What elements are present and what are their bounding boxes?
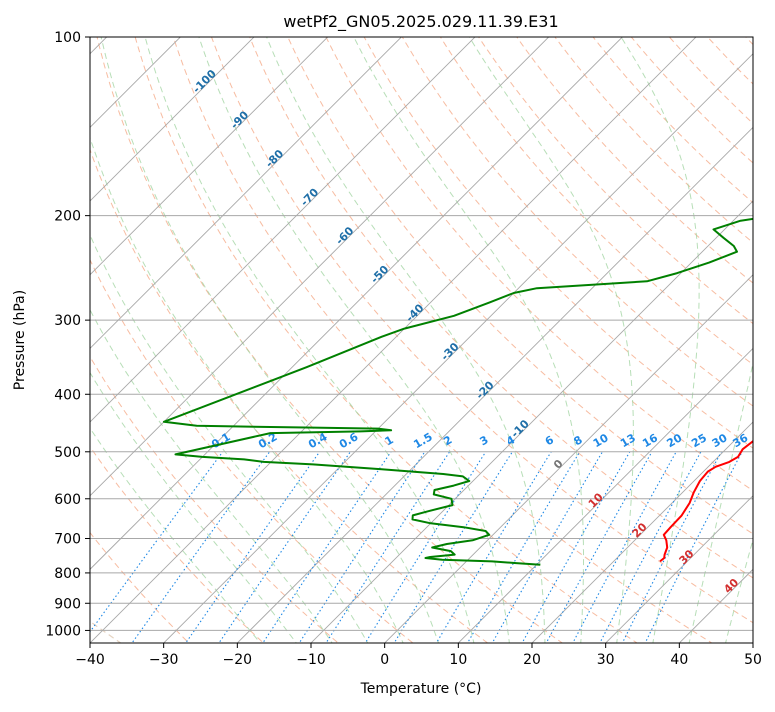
mixing-ratio-label: 1	[383, 433, 396, 448]
mixing-ratio-line	[540, 452, 652, 655]
dry-adiabat	[0, 24, 352, 655]
axes: −40 −30 −20 −10 0 10 20 30 40 50 1000 900 800 700 600 5…	[45, 30, 762, 668]
mixing-ratio-label: 1.5	[411, 430, 434, 451]
moist-adiabat-label: 10	[586, 490, 606, 510]
dry-adiabat-label: -70	[298, 185, 321, 208]
y-tick-label: 600	[54, 492, 81, 508]
dry-adiabat	[56, 24, 504, 655]
dry-adiabat	[0, 24, 201, 655]
x-tick-label: 20	[523, 652, 541, 668]
dry-adiabat-label: -20	[473, 378, 496, 401]
pressure-grid	[90, 37, 753, 630]
mixing-ratio-label: 13	[618, 431, 638, 450]
isotherm	[520, 24, 775, 655]
x-tick-label: 10	[449, 652, 467, 668]
moist-adiabat	[0, 37, 270, 655]
moist-adiabat	[0, 37, 305, 655]
dry-adiabat-label: -80	[263, 147, 286, 170]
moist-adiabat	[145, 37, 476, 655]
mixing-ratio-label: 36	[730, 431, 750, 450]
isotherm	[373, 24, 775, 655]
x-tick-label: 0	[380, 652, 389, 668]
y-tick-label: 200	[54, 209, 81, 225]
dry-adiabat-label: -60	[333, 224, 356, 247]
x-axis-label: Temperature (°C)	[360, 681, 482, 697]
y-tick-label: 800	[54, 566, 81, 582]
isotherm	[299, 24, 775, 655]
mixing-ratio-label: 8	[571, 433, 584, 448]
mixing-ratio-line	[461, 452, 580, 655]
dry-adiabat	[771, 24, 775, 655]
mixing-ratio-label: 16	[640, 431, 660, 450]
y-tick-label: 500	[54, 445, 81, 461]
dry-adiabat-label: -40	[403, 301, 426, 324]
isotherm	[0, 24, 194, 655]
x-tick-label: 50	[744, 652, 762, 668]
dry-adiabat	[733, 24, 775, 655]
dry-adiabat	[470, 24, 775, 655]
moist-adiabat-label: 20	[630, 520, 650, 540]
dry-adiabat	[282, 24, 775, 655]
moist-adiabat	[33, 37, 375, 655]
x-tick-label: −40	[75, 652, 105, 668]
isotherm	[741, 24, 775, 655]
mixing-ratio-line	[124, 452, 270, 655]
moist-adiabat	[687, 37, 775, 655]
mixing-ratio-label: 6	[543, 433, 556, 448]
y-axis-label: Pressure (hPa)	[12, 290, 28, 390]
dry-adiabat	[696, 24, 775, 655]
dry-adiabat	[244, 24, 775, 655]
mixing-ratio-label: 0.6	[337, 430, 361, 451]
dry-adiabat	[19, 24, 428, 655]
y-tick-label: 100	[54, 30, 81, 46]
moist-adiabat	[354, 37, 584, 655]
mixing-ratio-line	[387, 452, 512, 655]
x-tick-label: −20	[223, 652, 253, 668]
y-tick-label: 300	[54, 313, 81, 329]
dry-adiabat	[658, 24, 775, 655]
mixing-ratio-line	[429, 452, 551, 655]
moist-adiabat-label: 30	[677, 547, 697, 567]
dry-adiabat-label: -90	[228, 108, 251, 131]
x-tick-label: −10	[296, 652, 326, 668]
moist-adiabat	[723, 37, 775, 655]
dry-adiabat	[508, 24, 775, 655]
mixing-ratio-label: 2	[441, 433, 454, 448]
background-lines	[0, 24, 775, 655]
mixing-ratio-line	[255, 452, 391, 655]
mixing-ratio-label: 0.1	[209, 430, 232, 451]
y-tick-label: 1000	[45, 623, 81, 639]
mixing-ratio-line	[319, 452, 450, 655]
chart-title: wetPf2_GN05.2025.029.11.39.E31	[283, 12, 558, 32]
mixing-ratio-line	[292, 452, 425, 655]
dry-adiabat	[620, 24, 775, 655]
temperature-trace	[660, 37, 775, 561]
y-tick-label: 400	[54, 387, 81, 403]
isotherm	[0, 24, 341, 655]
moist-adiabat	[5, 37, 340, 655]
mixing-ratio-line	[73, 452, 223, 655]
mixing-ratio-label: 30	[710, 431, 730, 450]
mixing-ratio-label: 3	[477, 433, 490, 448]
y-tick-label: 900	[54, 596, 81, 612]
dry-adiabat	[357, 24, 775, 655]
x-tick-label: 30	[597, 652, 615, 668]
x-tick-label: −30	[149, 652, 179, 668]
x-tick-label: 40	[670, 652, 688, 668]
y-tick-label: 700	[54, 532, 81, 548]
dry-adiabat-label: -30	[438, 340, 461, 363]
